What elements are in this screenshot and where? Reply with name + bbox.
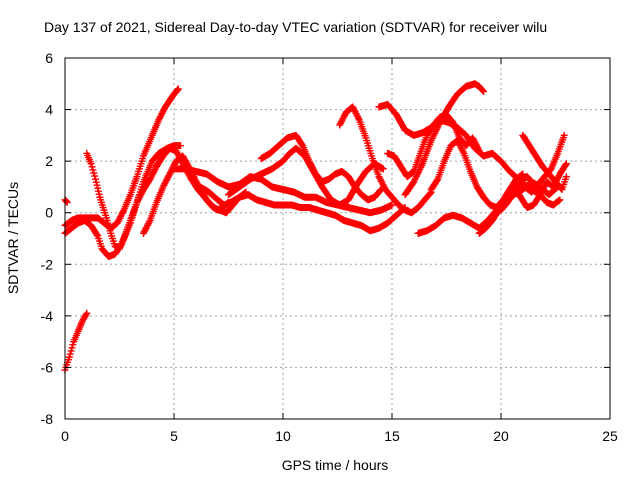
series-trace-19 [519,131,570,194]
y-tick-label: 4 [45,102,53,118]
tick-layer: 0 5 10 15 20 25 -8 -6 -4 -2 0 2 4 6 [41,50,618,444]
data-markers-trace-14 [401,80,488,199]
series-trace-8 [187,175,409,235]
data-markers-trace-11 [336,103,435,217]
data-markers-trace-19 [519,131,570,194]
data-markers-trace-20 [497,173,564,214]
x-axis-label: GPS time / hours [282,457,389,473]
plot-frame [64,57,611,420]
grid-layer [65,58,610,419]
y-tick-label: -4 [41,308,54,324]
y-tick-label: -2 [41,256,54,272]
series-trace-10 [257,131,385,204]
y-axis-label: SDTVAR / TECUs [5,182,21,294]
series-trace-14 [401,80,488,199]
y-tick-label: -8 [41,411,54,427]
y-tick-label: 6 [45,50,53,66]
x-tick-label: 5 [170,428,178,444]
x-tick-label: 15 [384,428,400,444]
x-tick-label: 0 [61,428,69,444]
x-tick-label: 10 [275,428,291,444]
series-trace-20 [497,173,564,214]
data-layer [61,80,570,374]
data-markers-trace-8 [187,175,409,235]
x-tick-label: 25 [602,428,618,444]
chart-title: Day 137 of 2021, Sidereal Day-to-day VTE… [44,19,547,35]
x-tick-label: 20 [493,428,509,444]
y-tick-label: 2 [45,153,53,169]
y-tick-label: 0 [45,205,53,221]
series-trace-11 [336,103,435,217]
y-tick-label: -6 [41,359,54,375]
data-markers-trace-10 [257,131,385,204]
